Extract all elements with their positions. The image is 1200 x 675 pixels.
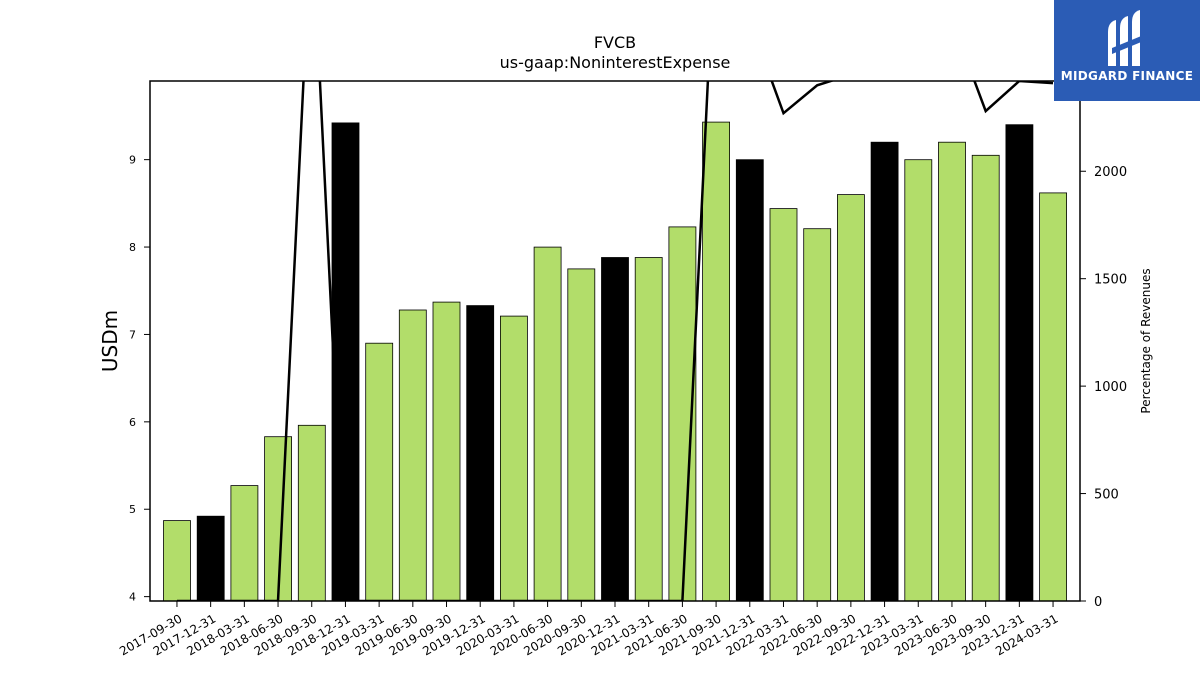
y-axis-right: 0 500 1000 1500 2000 — [1080, 165, 1127, 610]
bar-2019-09-30 — [432, 301, 461, 602]
bar-2020-03-31 — [499, 315, 528, 602]
bar-2023-03-31 — [904, 159, 933, 602]
y2-tick-label: 1000 — [1094, 380, 1127, 395]
y2-tick-label: 500 — [1094, 488, 1119, 503]
ratio-line — [177, 81, 1054, 601]
brand-name: MIDGARD FINANCE — [1060, 69, 1194, 83]
y-axis-label: USDm — [98, 310, 122, 372]
bar-2023-12-31 — [1005, 124, 1034, 602]
y2-tick-label: 1500 — [1094, 273, 1127, 288]
y-tick-label: 7 — [129, 328, 136, 341]
bar-2019-12-31 — [466, 305, 495, 602]
y-tick-label: 8 — [129, 241, 136, 254]
bar-2022-06-30 — [803, 228, 832, 602]
bar-2021-12-31 — [735, 159, 764, 602]
bar-2017-09-30 — [163, 520, 191, 602]
bar-2022-09-30 — [837, 194, 865, 602]
y-tick-label: 9 — [129, 154, 136, 167]
y-tick-label: 6 — [129, 416, 136, 429]
y-tick-label: 5 — [129, 503, 136, 516]
midgard-logo-icon — [1108, 10, 1146, 66]
bar-2018-09-30 — [297, 424, 326, 602]
bar-2023-09-30 — [971, 154, 1000, 602]
y2-tick-label: 2000 — [1094, 165, 1127, 180]
y-axis-left: 4 5 6 7 8 9 — [129, 154, 150, 604]
bars-group — [163, 121, 1067, 602]
bar-2017-12-31 — [196, 515, 225, 602]
bar-2024-03-31 — [1039, 192, 1067, 602]
bar-2022-03-31 — [769, 208, 798, 602]
bar-2020-06-30 — [533, 246, 562, 602]
y-tick-label: 4 — [129, 591, 136, 604]
bar-2018-03-31 — [230, 485, 259, 602]
brand-logo: MIDGARD FINANCE — [1054, 0, 1200, 101]
bar-2023-06-30 — [938, 141, 966, 602]
bar-2021-09-30 — [702, 121, 730, 602]
bar-2020-09-30 — [567, 268, 596, 602]
bar-2018-12-31 — [331, 122, 360, 602]
bar-2020-12-31 — [601, 257, 629, 602]
y2-axis-label: Percentage of Revenues — [1139, 268, 1153, 413]
bar-2021-06-30 — [668, 226, 697, 602]
ratio-line-group — [177, 81, 1054, 601]
bar-2021-03-31 — [634, 257, 663, 602]
chart-subtitle: us-gaap:NoninterestExpense — [500, 53, 731, 72]
x-axis: 2017-09-302017-12-312018-03-312018-06-30… — [117, 601, 1061, 658]
bar-2019-06-30 — [398, 309, 427, 602]
bar-2019-03-31 — [365, 342, 394, 602]
chart-title: FVCB — [594, 33, 636, 52]
y2-tick-label: 0 — [1094, 595, 1102, 610]
bar-2022-12-31 — [870, 141, 899, 602]
